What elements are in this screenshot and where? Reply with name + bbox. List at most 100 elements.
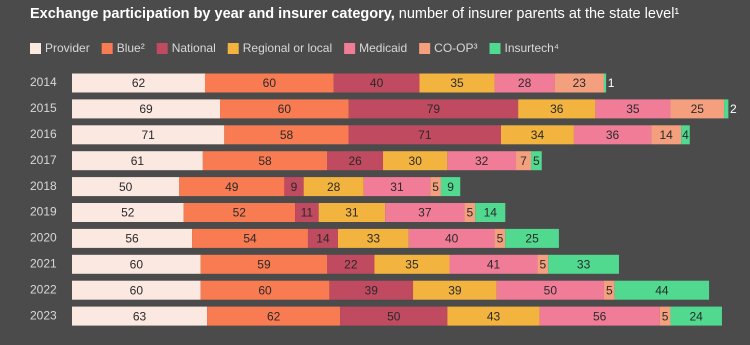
bar-segment	[202, 151, 328, 171]
legend-label: Provider	[45, 41, 90, 55]
value-label: 36	[606, 128, 620, 142]
legend-label: Blue²	[117, 41, 145, 55]
value-label: 24	[690, 309, 704, 323]
value-label: 56	[125, 232, 139, 246]
bar-segment	[554, 73, 604, 93]
bar-segment	[348, 99, 519, 119]
value-label: 31	[390, 180, 404, 194]
value-label: 33	[367, 232, 381, 246]
bar-segment	[340, 306, 448, 326]
value-label: 23	[573, 76, 587, 90]
value-label: 60	[130, 257, 144, 271]
legend-label: CO-OP³	[434, 41, 477, 55]
legend-swatch	[227, 43, 239, 54]
value-label: 28	[518, 76, 532, 90]
value-label: 41	[487, 257, 501, 271]
value-label: 71	[141, 128, 155, 142]
category-label: 2021	[30, 256, 57, 270]
bar-segment	[603, 73, 607, 93]
value-label: 14	[659, 128, 673, 142]
bar-segment	[72, 203, 184, 222]
bar-segment	[603, 280, 615, 300]
bar-segment	[72, 306, 208, 326]
value-label: 79	[427, 102, 441, 116]
legend-swatch	[344, 43, 356, 54]
bar-segment	[651, 125, 682, 145]
bar-segment	[204, 73, 334, 93]
legend-swatch	[419, 43, 431, 54]
value-label: 59	[257, 257, 271, 271]
value-label: 60	[258, 283, 272, 297]
value-label: 62	[132, 76, 146, 90]
bar-segment	[220, 99, 349, 119]
value-label: 11	[301, 206, 314, 220]
value-label: 50	[119, 180, 133, 194]
value-label: 36	[550, 102, 564, 116]
value-label: 25	[691, 102, 705, 116]
value-label: 5	[533, 154, 540, 168]
value-label: 60	[263, 76, 277, 90]
value-label: 5	[432, 180, 439, 194]
bar-segment	[449, 254, 538, 274]
bar-segment	[72, 280, 201, 300]
value-label: 34	[531, 128, 545, 142]
value-label: 35	[626, 102, 640, 116]
value-label: 35	[405, 257, 419, 271]
value-label: 5	[497, 232, 504, 246]
bar-segment	[303, 177, 364, 197]
bar-segment	[337, 228, 409, 248]
value-label: 37	[418, 206, 432, 220]
bar-segment	[224, 125, 349, 145]
value-label: 14	[316, 232, 330, 246]
bar-segment	[496, 280, 604, 300]
bar-segment	[464, 203, 476, 222]
bar-segment	[494, 73, 555, 93]
value-label: 61	[131, 154, 145, 168]
bar-segment	[385, 203, 465, 222]
value-label: 50	[544, 283, 558, 297]
value-label: 14	[484, 206, 498, 220]
bar-segment	[348, 125, 501, 145]
bar-segment	[72, 125, 225, 145]
value-label: 33	[577, 257, 591, 271]
value-label: 5	[606, 283, 613, 297]
bar-segment	[531, 151, 542, 171]
category-label: 2016	[30, 127, 57, 141]
value-label: 71	[418, 128, 432, 142]
category-label: 2019	[30, 205, 57, 219]
bar-segment	[595, 99, 671, 119]
value-label: 25	[525, 232, 539, 246]
bar-segment	[419, 73, 495, 93]
bar-segment	[72, 254, 201, 274]
legend-swatch	[156, 43, 168, 54]
value-label: 60	[278, 102, 292, 116]
value-label: 63	[133, 309, 147, 323]
value-label: 49	[225, 180, 239, 194]
value-label: 58	[280, 128, 294, 142]
bar-segment	[192, 228, 308, 248]
value-label: 5	[539, 257, 546, 271]
bar-segment	[501, 125, 574, 145]
value-label: 60	[130, 283, 144, 297]
bar-segment	[413, 280, 497, 300]
bar-segment	[670, 99, 725, 119]
legend-label: Insurtech⁴	[505, 41, 560, 55]
value-label: 58	[258, 154, 272, 168]
bar-segment	[447, 151, 517, 171]
bar-segment	[440, 177, 461, 197]
value-label: 5	[467, 206, 474, 220]
value-label: 9	[447, 180, 454, 194]
bar-segment	[447, 306, 540, 326]
value-label: 28	[327, 180, 341, 194]
category-label: 2018	[30, 179, 57, 193]
bar-segment	[183, 203, 296, 222]
bar-segment	[573, 125, 652, 145]
bar-segment	[72, 99, 221, 119]
bar-segment	[327, 254, 375, 274]
value-label: 22	[344, 257, 358, 271]
value-label: 54	[243, 232, 257, 246]
category-label: 2015	[30, 101, 57, 115]
bar-segment	[518, 99, 596, 119]
